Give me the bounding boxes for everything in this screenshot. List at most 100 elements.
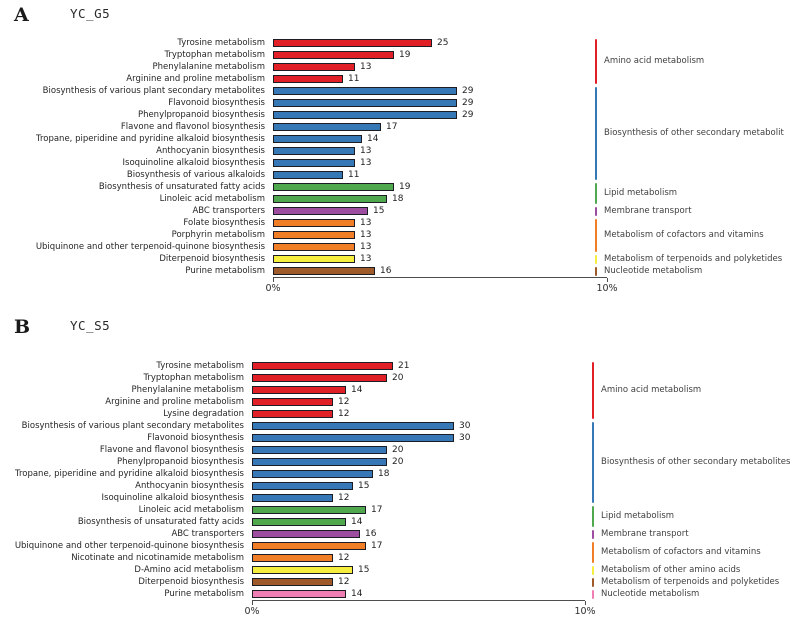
bar xyxy=(273,219,355,227)
bar-label: Purine metabolism xyxy=(164,588,244,599)
bar-label: Flavonoid biosynthesis xyxy=(147,432,244,443)
bar xyxy=(273,231,355,239)
bar-label: Biosynthesis of various plant secondary … xyxy=(21,420,244,431)
x-axis-line xyxy=(273,277,607,278)
bar-label: Anthocyanin biosynthesis xyxy=(156,145,265,156)
bar-row: Biosynthesis of unsaturated fatty acids 1… xyxy=(0,181,473,193)
bar-label: Anthocyanin biosynthesis xyxy=(135,480,244,491)
panel-b-bars: Tyrosine metabolism 21 Tryptophan metaboli… xyxy=(0,360,470,600)
bar-value: 11 xyxy=(348,73,360,84)
group-line xyxy=(595,206,597,216)
bar-value: 18 xyxy=(378,468,390,479)
bar-wrap: 17 xyxy=(252,505,382,515)
bar-row: Anthocyanin biosynthesis 13 xyxy=(0,145,473,157)
bar-wrap: 16 xyxy=(252,528,377,539)
bar-row: Diterpenoid biosynthesis 13 xyxy=(0,253,473,265)
bar-label: Lysine degradation xyxy=(163,408,244,419)
group-label: Metabolism of other amino acids xyxy=(601,564,741,575)
bar-label: Flavone and flavonol biosynthesis xyxy=(99,444,244,455)
bar xyxy=(252,434,454,442)
bar-wrap: 29 xyxy=(273,97,474,108)
bar-wrap: 15 xyxy=(252,481,369,491)
bar xyxy=(252,506,366,514)
bar-row: Phenylalanine metabolism 13 xyxy=(0,61,473,73)
bar-row: Nicotinate and nicotinamide metabolism 12 xyxy=(0,552,470,564)
group-line xyxy=(595,182,597,204)
axis-tick xyxy=(585,601,587,605)
bar-label: Tryptophan metabolism xyxy=(164,49,265,60)
bar xyxy=(252,590,346,598)
bar xyxy=(273,147,355,155)
bar-label: Flavonoid biosynthesis xyxy=(168,97,265,108)
bar xyxy=(252,470,373,478)
bar-row: Tropane, piperidine and pyridine alkaloi… xyxy=(0,133,473,145)
group-line xyxy=(592,577,594,587)
bar-value: 16 xyxy=(365,528,377,539)
bar xyxy=(273,159,355,167)
bar-value: 14 xyxy=(367,133,379,144)
panel-a: A YC_G5 Tyrosine metabolism 25 Tryptophan … xyxy=(0,6,784,294)
bar xyxy=(252,578,333,586)
bar-label: ABC transporters xyxy=(171,528,244,539)
bar-wrap: 12 xyxy=(252,493,349,503)
group-line xyxy=(595,254,597,264)
bar-row: Phenylpropanoid biosynthesis 20 xyxy=(0,456,470,468)
bar xyxy=(273,39,432,47)
bar-label: D-Amino acid metabolism xyxy=(134,564,244,575)
group-label: Nucleotide metabolism xyxy=(604,265,703,276)
bar-value: 13 xyxy=(360,145,372,156)
group-label: Amino acid metabolism xyxy=(604,55,705,66)
group-line xyxy=(595,38,597,84)
bar-wrap: 18 xyxy=(273,194,403,204)
bar-value: 21 xyxy=(398,360,410,371)
bar xyxy=(273,267,375,275)
bar xyxy=(273,183,394,191)
bar xyxy=(273,243,355,251)
bar-value: 30 xyxy=(459,432,471,443)
group-label: Lipid metabolism xyxy=(601,510,675,521)
axis-tick xyxy=(273,278,275,282)
bar-wrap: 12 xyxy=(252,576,350,587)
bar-label: Biosynthesis of various plant secondary … xyxy=(42,85,265,96)
bar-wrap: 13 xyxy=(273,218,371,228)
bar-value: 30 xyxy=(459,420,471,431)
bar-value: 17 xyxy=(371,540,383,551)
bar-value: 13 xyxy=(360,157,372,168)
axis-tick-label: 10% xyxy=(574,606,596,617)
bar-label: Diterpenoid biosynthesis xyxy=(159,253,265,264)
bar xyxy=(273,195,387,203)
bar-value: 29 xyxy=(462,97,474,108)
bar-value: 13 xyxy=(360,253,372,264)
bar-wrap: 25 xyxy=(273,38,448,48)
bar-wrap: 29 xyxy=(273,110,473,120)
group-line xyxy=(592,361,594,419)
group-label: Membrane transport xyxy=(604,205,692,216)
bar-value: 19 xyxy=(399,181,411,192)
bar-row: Diterpenoid biosynthesis 12 xyxy=(0,576,470,588)
group-line xyxy=(592,529,594,539)
panel-b-letter: B xyxy=(14,316,31,338)
bar-row: Phenylpropanoid biosynthesis 29 xyxy=(0,109,473,121)
axis-tick-label: 0% xyxy=(265,283,281,294)
bar xyxy=(273,207,368,215)
bar-wrap: 18 xyxy=(252,468,390,479)
bar-wrap: 30 xyxy=(252,420,471,431)
bar-value: 12 xyxy=(338,552,350,563)
panel-b-title: YC_S5 xyxy=(70,318,111,333)
bar-row: Flavone and flavonol biosynthesis 20 xyxy=(0,444,470,456)
bar-row: Purine metabolism 14 xyxy=(0,588,470,600)
bar-value: 12 xyxy=(338,576,350,587)
bar-label: Arginine and proline metabolism xyxy=(126,73,265,84)
bar-wrap: 15 xyxy=(273,206,384,216)
bar-row: Tropane, piperidine and pyridine alkaloi… xyxy=(0,468,470,480)
bar xyxy=(252,422,454,430)
bar xyxy=(273,123,381,131)
bar-row: Biosynthesis of various alkaloids 11 xyxy=(0,169,473,181)
bar-row: Tyrosine metabolism 21 xyxy=(0,360,470,372)
bar-wrap: 19 xyxy=(273,181,411,192)
bar-label: Tyrosine metabolism xyxy=(177,37,265,48)
bar-wrap: 13 xyxy=(273,230,371,240)
bar-label: Phenylpropanoid biosynthesis xyxy=(116,456,244,467)
bar-value: 15 xyxy=(358,564,370,575)
